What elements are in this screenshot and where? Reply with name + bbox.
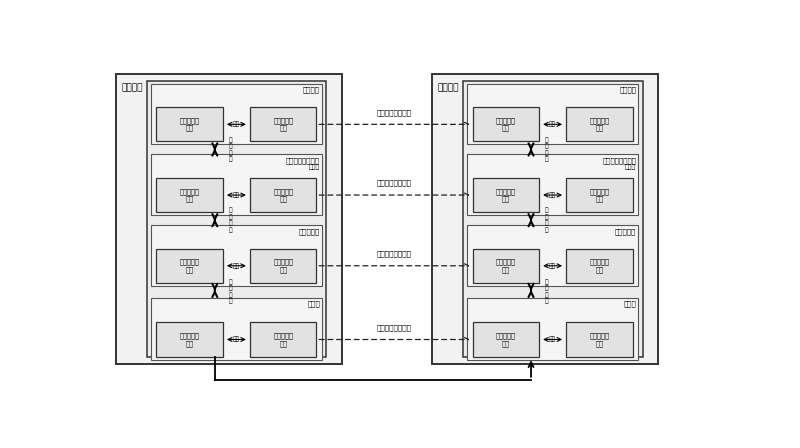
Bar	[151, 297, 322, 360]
Text: 通过移动代理交互: 通过移动代理交互	[377, 324, 412, 331]
Text: 数据链路层: 数据链路层	[615, 228, 636, 235]
Text: 参
数
交
互: 参 数 交 互	[545, 207, 548, 233]
Text: 交互: 交互	[233, 121, 240, 127]
Text: 应用层移动
代理: 应用层移动 代理	[273, 117, 293, 131]
Text: 通过移动代理交互: 通过移动代理交互	[377, 109, 412, 116]
Text: 交互: 交互	[233, 192, 240, 198]
Bar	[432, 74, 658, 364]
Text: 交互: 交互	[233, 263, 240, 268]
Bar	[566, 249, 633, 283]
Text: 参
数
交
互: 参 数 交 互	[545, 279, 548, 304]
Text: 通过移动代理交互: 通过移动代理交互	[377, 250, 412, 257]
Bar	[467, 155, 638, 215]
Bar	[467, 84, 638, 145]
Text: 卫星实体: 卫星实体	[122, 83, 143, 92]
Bar	[250, 322, 316, 357]
Text: 通信管理静止代理: 通信管理静止代理	[286, 157, 320, 164]
Text: 交互: 交互	[549, 192, 556, 198]
Text: 应用层静止
代理: 应用层静止 代理	[496, 117, 516, 131]
Text: 物理层静止
代理: 物理层静止 代理	[180, 332, 200, 347]
Text: 业务模块: 业务模块	[619, 86, 636, 93]
Bar	[151, 155, 322, 215]
Bar	[157, 108, 223, 142]
Text: 网络层移动
代理: 网络层移动 代理	[590, 188, 610, 202]
Bar	[566, 108, 633, 142]
Bar	[566, 322, 633, 357]
Text: 业务模块: 业务模块	[303, 86, 320, 93]
Text: 物理层移动
代理: 物理层移动 代理	[273, 332, 293, 347]
Bar	[157, 322, 223, 357]
Text: 卫星实体: 卫星实体	[438, 83, 459, 92]
Text: 交互: 交互	[549, 263, 556, 268]
Bar	[151, 225, 322, 286]
Text: 参
数
交
互: 参 数 交 互	[545, 137, 548, 162]
Bar	[473, 108, 539, 142]
Text: 网络层静止
代理: 网络层静止 代理	[180, 188, 200, 202]
Bar	[473, 322, 539, 357]
Bar	[467, 225, 638, 286]
Bar	[250, 249, 316, 283]
Bar	[467, 297, 638, 360]
Bar	[566, 178, 633, 212]
Bar	[157, 249, 223, 283]
Text: 交互: 交互	[233, 337, 240, 342]
Text: 应用层移动
代理: 应用层移动 代理	[590, 117, 610, 131]
Text: 网络层: 网络层	[309, 165, 320, 170]
Text: 应用层静止
代理: 应用层静止 代理	[180, 117, 200, 131]
Text: 参
数
交
互: 参 数 交 互	[229, 137, 232, 162]
Text: 交互: 交互	[549, 121, 556, 127]
Text: 物理层静止
代理: 物理层静止 代理	[496, 332, 516, 347]
Text: 链路层静止
代理: 链路层静止 代理	[496, 258, 516, 273]
Bar	[146, 82, 326, 358]
Text: 网络层静止
代理: 网络层静止 代理	[496, 188, 516, 202]
Bar	[157, 178, 223, 212]
Bar	[115, 74, 342, 364]
Text: 链路层静止
代理: 链路层静止 代理	[180, 258, 200, 273]
Bar	[250, 178, 316, 212]
Text: 参
数
交
互: 参 数 交 互	[229, 207, 232, 233]
Text: 交互: 交互	[549, 337, 556, 342]
Text: 物理层移动
代理: 物理层移动 代理	[590, 332, 610, 347]
Text: 链路层移动
代理: 链路层移动 代理	[590, 258, 610, 273]
Text: 数据链路层: 数据链路层	[299, 228, 320, 235]
Bar	[473, 249, 539, 283]
Text: 通信管理静止代理: 通信管理静止代理	[602, 157, 636, 164]
Bar	[151, 84, 322, 145]
Text: 通过移动代理交互: 通过移动代理交互	[377, 180, 412, 186]
Text: 网络层: 网络层	[625, 165, 636, 170]
Text: 物理层: 物理层	[307, 301, 320, 307]
Text: 链路层移动
代理: 链路层移动 代理	[273, 258, 293, 273]
Text: 网络层移动
代理: 网络层移动 代理	[273, 188, 293, 202]
Bar	[462, 82, 642, 358]
Text: 物理层: 物理层	[623, 301, 636, 307]
Text: 参
数
交
互: 参 数 交 互	[229, 279, 232, 304]
Bar	[473, 178, 539, 212]
Bar	[250, 108, 316, 142]
